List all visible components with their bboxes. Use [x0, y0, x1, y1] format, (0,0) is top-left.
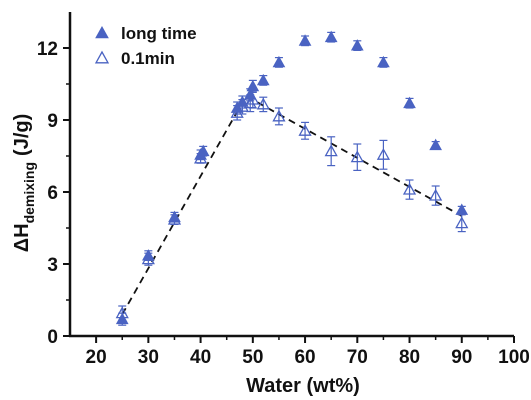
x-tick-label-50: 50 [242, 347, 263, 368]
y-tick-label-0: 0 [47, 327, 58, 348]
point-long-time-7 [243, 88, 257, 100]
y-axis-title-unit: (J/g) [11, 114, 33, 156]
point-long-time-13 [350, 39, 364, 51]
x-tick-label-70: 70 [347, 347, 368, 368]
series-long-time-layer [115, 30, 469, 326]
y-tick-label-6: 6 [47, 183, 58, 204]
point-long-time-17 [455, 203, 469, 215]
x-tick-label-20: 20 [86, 347, 107, 368]
x-tick-label-40: 40 [190, 347, 211, 368]
x-tick-label-80: 80 [399, 347, 420, 368]
point-0.1min-15 [429, 188, 443, 201]
axes [68, 12, 514, 338]
point-long-time-2 [168, 210, 181, 223]
y-tick-label-12: 12 [37, 39, 58, 60]
tick-labels: 20 30 40 50 60 70 80 90 100 0 3 6 9 12 [37, 39, 530, 368]
point-0.1min-11 [324, 144, 338, 157]
legend-marker-long-time [95, 25, 109, 39]
point-long-time-1 [142, 249, 155, 261]
legend-marker-0.1min [94, 50, 110, 64]
y-tick-label-9: 9 [47, 111, 58, 132]
y-axis-title: ΔHdemixing (J/g) [11, 114, 37, 253]
point-0.1min-14 [402, 182, 417, 195]
point-long-time-6 [236, 95, 249, 107]
point-0.1min-9 [272, 109, 286, 122]
tick-marks [63, 47, 515, 343]
point-long-time-12 [324, 30, 338, 43]
point-0.1min-12 [350, 150, 364, 163]
series-0.1min-layer [115, 90, 469, 321]
point-long-time-14 [377, 55, 390, 68]
trend-line [121, 94, 463, 315]
y-axis-title-subscript: demixing [21, 162, 37, 223]
x-tick-label-90: 90 [451, 347, 472, 368]
y-axis-title-prefix: ΔH [11, 223, 33, 252]
point-long-time-11 [298, 34, 312, 46]
point-0.1min-13 [376, 147, 391, 160]
legend-label-long-time: long time [121, 24, 197, 43]
point-long-time-0 [115, 312, 129, 325]
point-0.1min-8 [256, 97, 270, 110]
point-0.1min-10 [298, 123, 312, 136]
point-long-time-8 [246, 79, 260, 92]
legend-label-0.1min: 0.1min [121, 49, 175, 68]
x-tick-label-100: 100 [498, 347, 530, 368]
point-long-time-4 [196, 144, 210, 157]
x-axis-title: Water (wt%) [246, 375, 360, 397]
trend-line-layer [121, 94, 463, 315]
point-long-time-15 [403, 96, 416, 109]
point-long-time-10 [272, 55, 286, 68]
point-long-time-16 [429, 138, 442, 151]
point-0.1min-16 [455, 216, 469, 229]
legend: long time 0.1min [94, 24, 197, 68]
y-tick-label-3: 3 [47, 255, 58, 276]
x-tick-label-60: 60 [294, 347, 315, 368]
x-tick-label-30: 30 [138, 347, 159, 368]
point-long-time-9 [256, 73, 270, 86]
